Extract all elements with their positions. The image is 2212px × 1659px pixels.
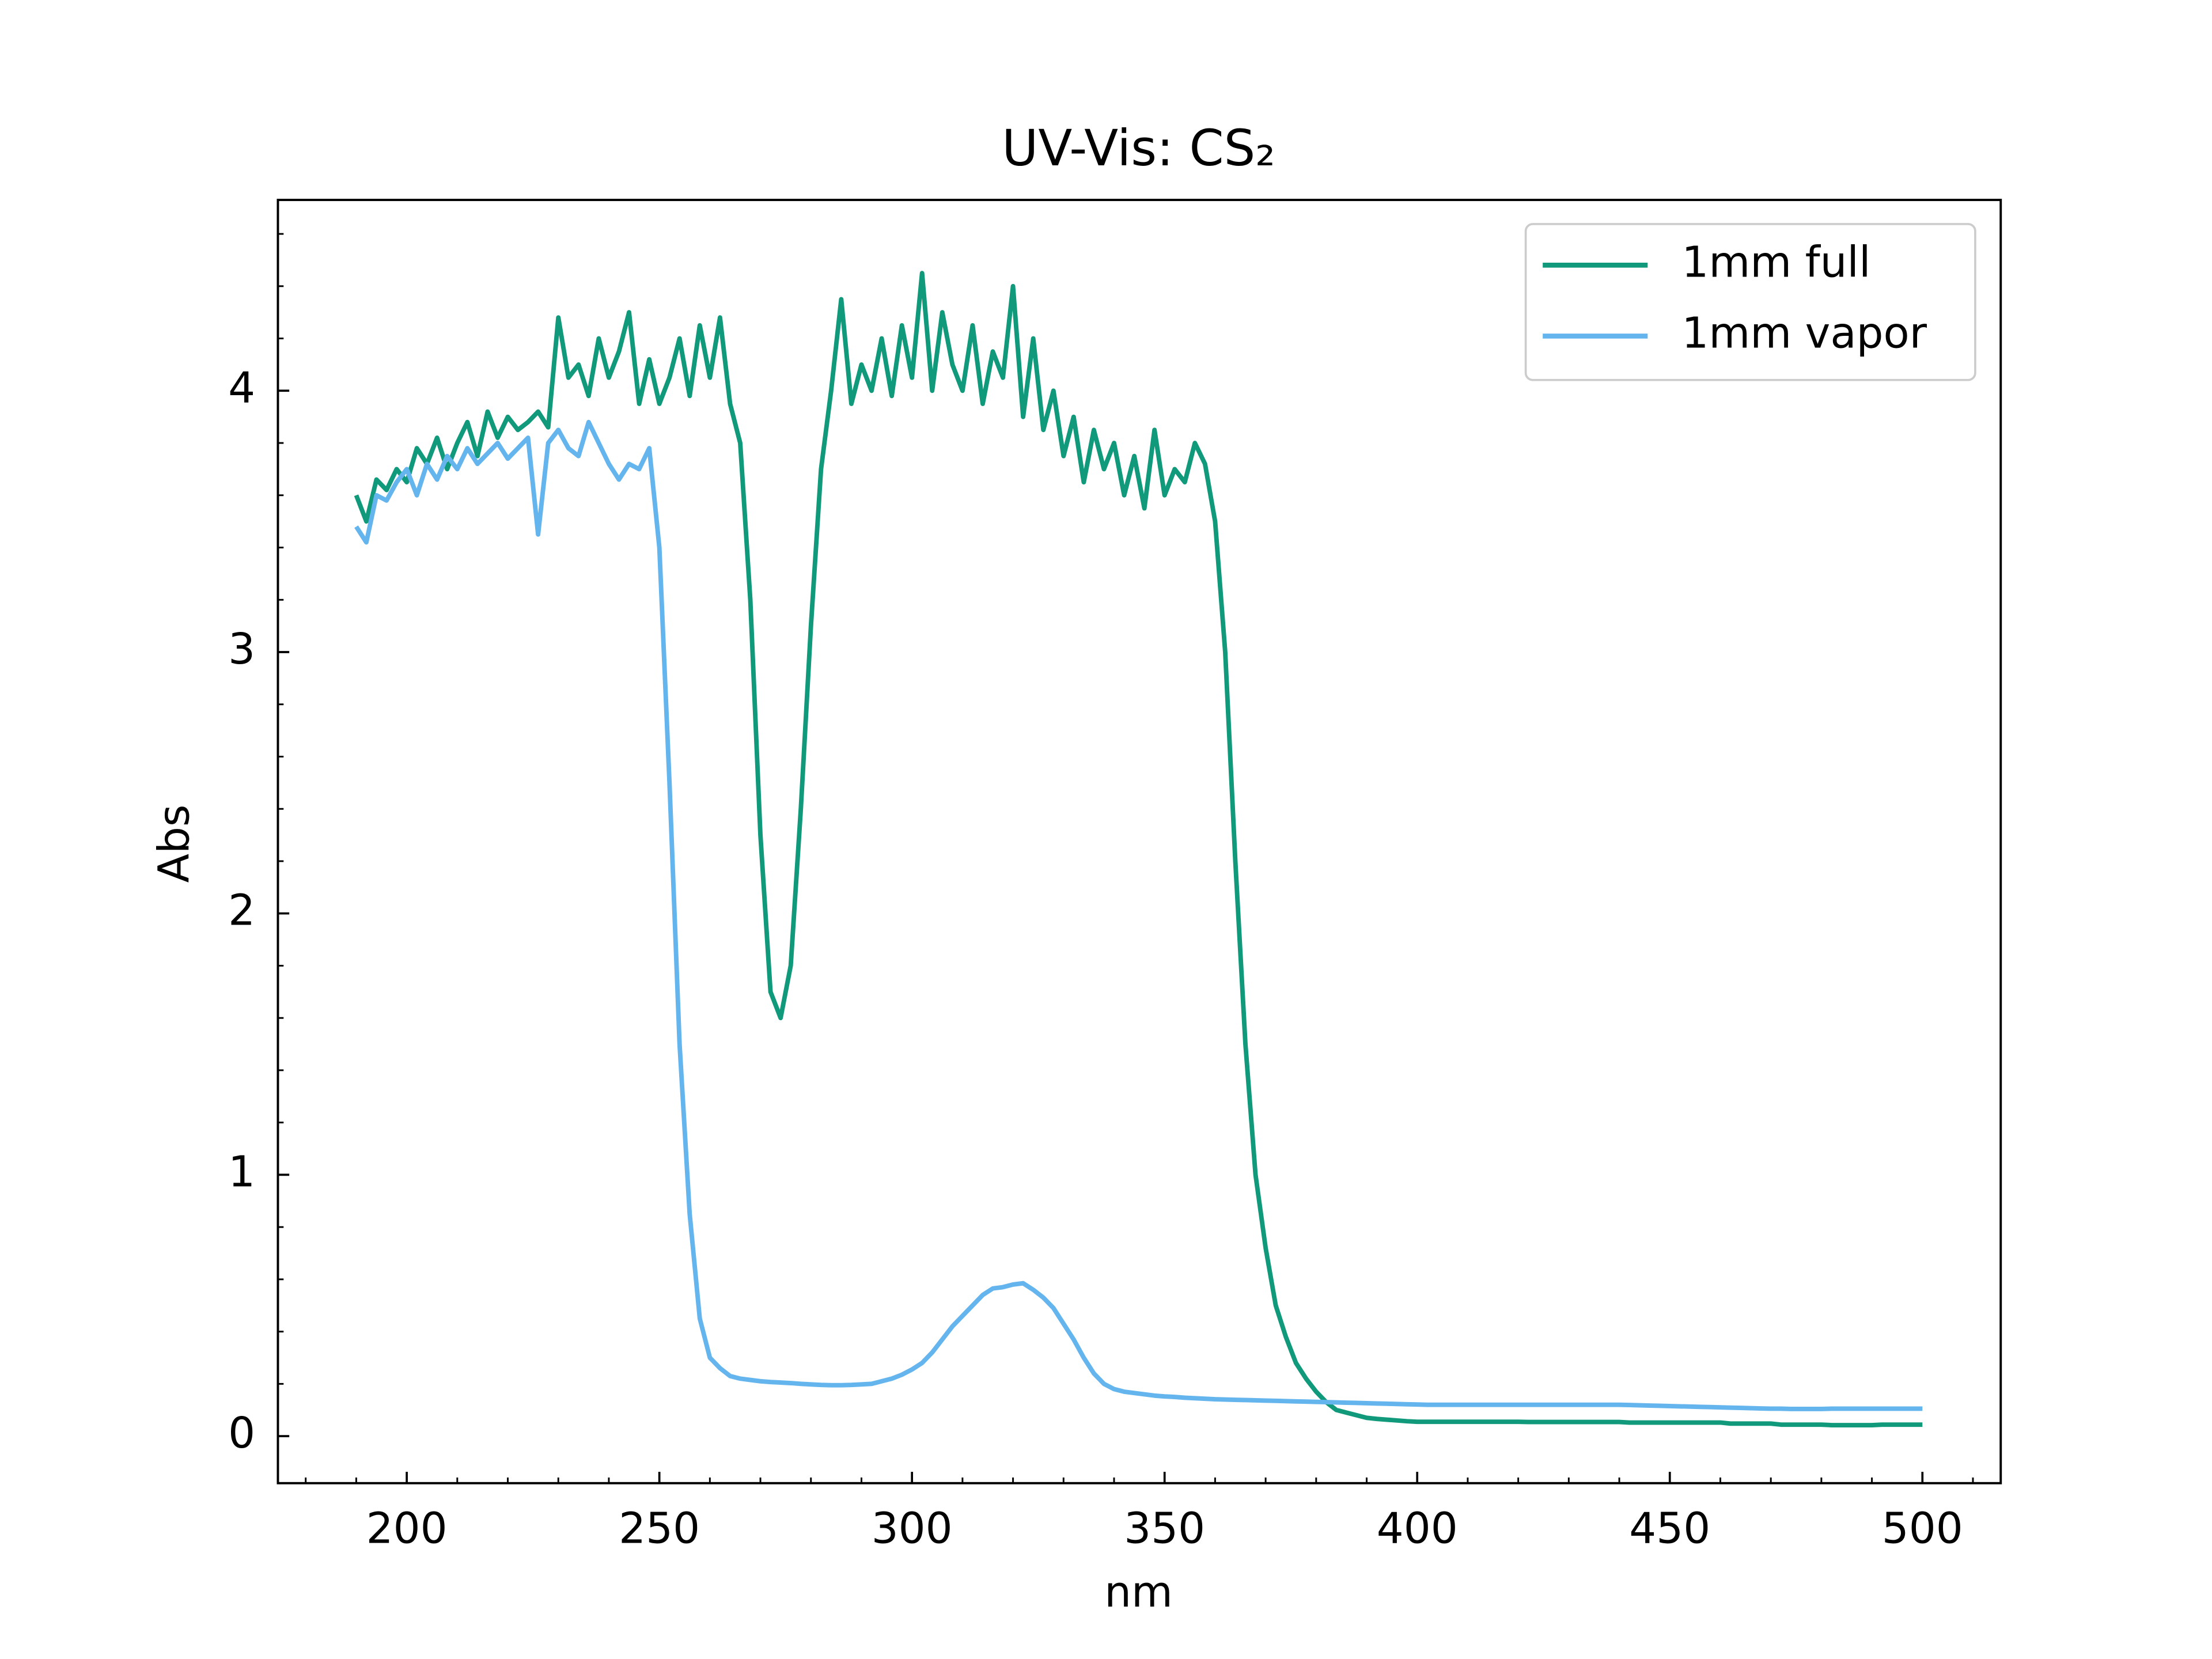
x-tick-label: 500 — [1882, 1503, 1963, 1553]
x-tick-label: 350 — [1124, 1503, 1205, 1553]
data-line — [354, 419, 1923, 1411]
legend-label: 1mm full — [1681, 237, 1870, 287]
x-tick-label: 250 — [619, 1503, 700, 1553]
x-tick-label: 200 — [366, 1503, 448, 1553]
y-tick-label: 4 — [228, 363, 255, 412]
x-tick-label: 400 — [1377, 1503, 1458, 1553]
x-tick-label: 300 — [872, 1503, 953, 1553]
x-axis-label: nm — [1104, 1567, 1173, 1617]
data-line — [354, 271, 1923, 1427]
y-axis-label: Abs — [150, 805, 199, 883]
y-tick-label: 3 — [228, 624, 255, 674]
plot-frame — [276, 199, 2002, 1484]
plot-area — [354, 271, 1923, 1427]
y-tick-label: 2 — [228, 886, 255, 935]
y-tick-label: 0 — [228, 1408, 255, 1458]
x-tick-label: 450 — [1629, 1503, 1710, 1553]
chart-title: UV-Vis: CS₂ — [1002, 120, 1275, 177]
legend-label: 1mm vapor — [1681, 308, 1927, 358]
y-tick-label: 1 — [228, 1147, 255, 1196]
